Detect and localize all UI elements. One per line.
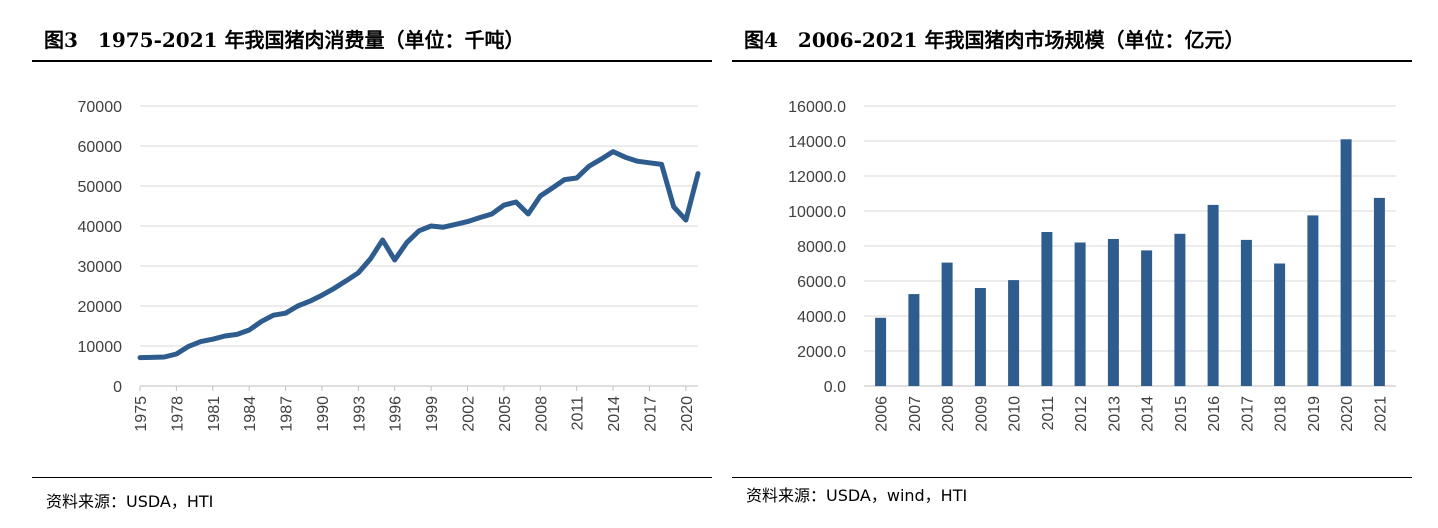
x-tick-label: 1984 xyxy=(242,396,259,432)
bar-2016 xyxy=(1207,204,1219,386)
bar-2013 xyxy=(1107,239,1119,386)
consumption-line-chart: 0 10000 20000 30000 40000 50000 60000 70000 1975… xyxy=(78,99,701,432)
bar-2008 xyxy=(941,262,953,386)
x-tick-label: 2009 xyxy=(973,396,990,432)
y-tick-label: 10000.0 xyxy=(788,204,846,221)
x-tick-label: 1978 xyxy=(169,396,186,432)
source-note: 资料来源：USDA，wind，HTI xyxy=(746,486,968,505)
x-tick-label: 2017 xyxy=(642,396,659,432)
x-tick-label: 1996 xyxy=(388,396,405,432)
title-rule xyxy=(32,60,712,62)
y-tick-label: 6000.0 xyxy=(797,274,846,291)
x-tick-label: 2011 xyxy=(1040,396,1057,431)
x-tick-label: 2012 xyxy=(1073,396,1090,432)
x-tick-label: 2014 xyxy=(606,396,623,432)
x-tick-label: 2019 xyxy=(1306,396,1323,432)
bar-2010 xyxy=(1008,280,1020,386)
figure-title: 图3 1975-2021 年我国猪肉消费量（单位：千吨） xyxy=(44,28,525,52)
x-tick-label: 1999 xyxy=(424,396,441,432)
y-tick-label: 16000.0 xyxy=(788,99,846,116)
x-tick-label: 2015 xyxy=(1173,396,1190,432)
bar-2019 xyxy=(1307,215,1319,386)
x-tick-label: 2006 xyxy=(874,396,891,432)
y-tick-label: 12000.0 xyxy=(788,169,846,186)
y-tick-label: 14000.0 xyxy=(788,134,846,151)
title-rule xyxy=(732,60,1412,62)
consumption-series-line xyxy=(137,149,701,361)
consumption-figure: 图3 1975-2021 年我国猪肉消费量（单位：千吨） 0 10000 20000… xyxy=(32,0,712,528)
x-tick-label: 2007 xyxy=(907,396,924,432)
bar-2014 xyxy=(1141,250,1153,386)
y-tick-label: 4000.0 xyxy=(797,309,846,326)
x-tick-label: 2014 xyxy=(1140,396,1157,432)
market-size-bar-chart: 0.0 2000.0 4000.0 6000.0 8000.0 10000.0 12000.… xyxy=(788,99,1396,432)
bar-2006 xyxy=(875,317,887,387)
x-tick-label: 2002 xyxy=(461,396,478,432)
source-rule xyxy=(732,477,1412,478)
y-tick-label: 8000.0 xyxy=(797,239,846,256)
bar-2021 xyxy=(1373,197,1385,386)
y-tick-label: 20000 xyxy=(78,299,123,316)
bar-2015 xyxy=(1174,233,1186,387)
y-tick-label: 70000 xyxy=(78,99,123,116)
x-tick-label: 1981 xyxy=(206,396,223,432)
x-tick-label: 2013 xyxy=(1106,396,1123,432)
bar-2011 xyxy=(1041,232,1053,386)
x-tick-label: 2020 xyxy=(1339,396,1356,432)
x-tick-label: 2011 xyxy=(570,396,587,431)
y-tick-label: 2000.0 xyxy=(797,344,846,361)
x-tick-label: 1975 xyxy=(133,396,150,432)
y-tick-label: 40000 xyxy=(78,219,123,236)
bar-2017 xyxy=(1240,239,1252,386)
y-tick-label: 10000 xyxy=(78,339,123,356)
source-note: 资料来源：USDA，HTI xyxy=(46,492,214,511)
y-tick-label: 0 xyxy=(113,379,122,396)
x-tick-label: 2018 xyxy=(1273,396,1290,432)
x-tick-label: 1990 xyxy=(315,396,332,432)
figure-title: 图4 2006-2021 年我国猪肉市场规模（单位：亿元） xyxy=(744,28,1245,52)
x-tick-label: 2008 xyxy=(940,396,957,432)
bar-2012 xyxy=(1074,242,1086,386)
x-tick-label: 2010 xyxy=(1007,396,1024,432)
bar-2020 xyxy=(1340,139,1352,387)
x-tick-label: 2021 xyxy=(1372,396,1389,432)
market-size-figure: 图4 2006-2021 年我国猪肉市场规模（单位：亿元） 0.0 2000.0 4… xyxy=(732,0,1412,528)
x-tick-label: 1993 xyxy=(351,396,368,432)
bar-2007 xyxy=(908,294,920,386)
y-tick-label: 0.0 xyxy=(824,379,846,396)
y-tick-label: 30000 xyxy=(78,259,123,276)
y-tick-label: 60000 xyxy=(78,139,123,156)
bar-2018 xyxy=(1274,263,1286,386)
x-tick-label: 1987 xyxy=(279,396,296,432)
source-rule xyxy=(32,477,712,478)
bar-2009 xyxy=(974,288,986,386)
x-tick-label: 2017 xyxy=(1239,396,1256,432)
x-tick-label: 2020 xyxy=(679,396,696,432)
x-tick-label: 2016 xyxy=(1206,396,1223,432)
x-tick-label: 2008 xyxy=(533,396,550,432)
y-tick-label: 50000 xyxy=(78,179,123,196)
x-tick-label: 2005 xyxy=(497,396,514,432)
